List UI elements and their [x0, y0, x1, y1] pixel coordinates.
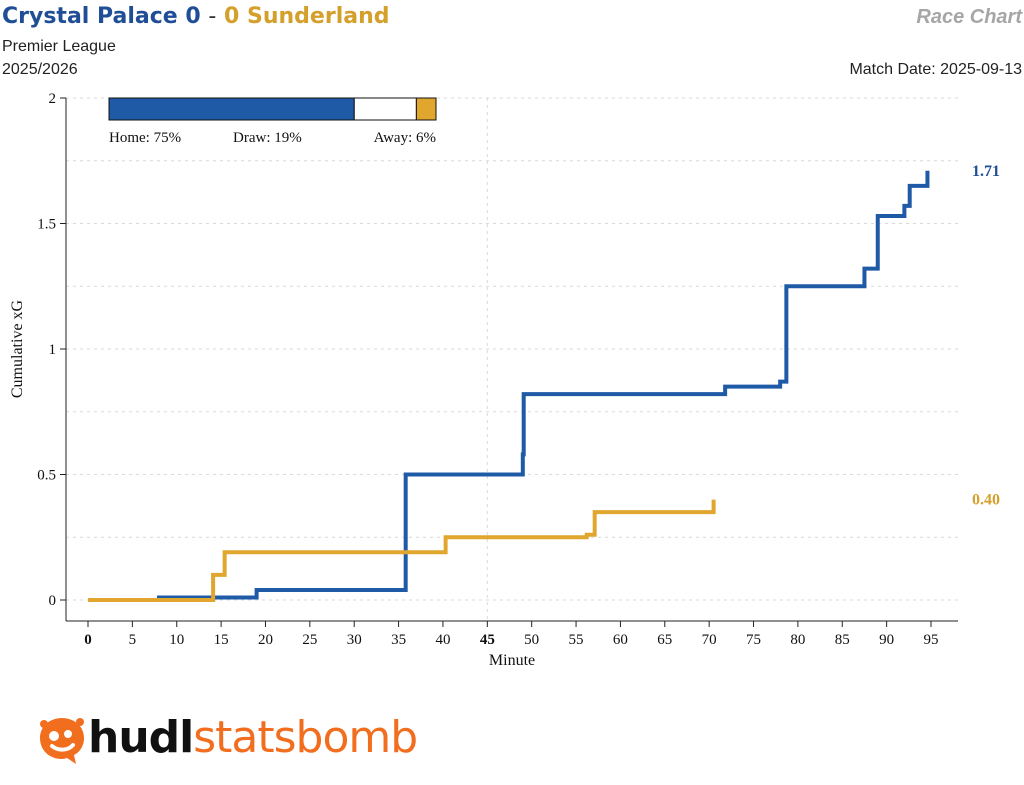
final-xg-label-away: 0.40 — [972, 492, 1000, 509]
home-team-name: Crystal Palace — [2, 4, 178, 29]
x-tick-label: 10 — [169, 632, 184, 648]
x-tick-label: 35 — [391, 632, 406, 648]
series-line-home — [88, 170, 930, 602]
x-tick-label: 95 — [924, 632, 939, 648]
x-axis-label: Minute — [489, 652, 535, 669]
match-title: Crystal Palace 0 - 0 Sunderland — [2, 2, 389, 32]
x-tick-label: 75 — [746, 632, 761, 648]
y-tick-label: 0.5 — [37, 468, 56, 484]
x-tick-label: 55 — [569, 632, 584, 648]
away-team-name: Sunderland — [247, 4, 390, 29]
win-prob-away-segment — [415, 97, 437, 121]
statsbomb-wordmark: hudlstatsbomb — [88, 710, 418, 766]
win-prob-draw-segment — [353, 97, 417, 121]
match-date: Match Date: 2025-09-13 — [849, 61, 1022, 78]
x-tick-label: 40 — [435, 632, 450, 648]
x-tick-label: 25 — [302, 632, 317, 648]
chart-type-label: Race Chart — [916, 6, 1022, 28]
x-tick-label: 90 — [879, 632, 894, 648]
x-tick-label: 30 — [347, 632, 362, 648]
y-axis-label: Cumulative xG — [9, 299, 26, 398]
competition-name: Premier League — [2, 38, 116, 55]
chart-header: Crystal Palace 0 - 0 Sunderland Premier … — [0, 0, 1024, 90]
y-tick-label: 0 — [49, 593, 57, 609]
season-label: 2025/2026 — [2, 61, 78, 78]
x-tick-label: 20 — [258, 632, 273, 648]
x-tick-label: 45 — [480, 632, 495, 648]
x-tick-label: 0 — [84, 632, 92, 648]
race-chart: 00.511.520 5 10 15 20 25 30 35 40 45 50 55 60 65 70 75 8… — [9, 91, 1000, 669]
win-prob-draw-label: Draw: 19% — [233, 130, 302, 146]
logo-word-statsbomb: statsbomb — [193, 712, 418, 763]
y-tick-label: 2 — [49, 91, 57, 107]
win-prob-home-segment — [108, 97, 355, 121]
away-score: 0 — [224, 4, 240, 29]
x-tick-label: 85 — [835, 632, 850, 648]
x-tick-label: 50 — [524, 632, 539, 648]
y-tick-label: 1.5 — [37, 217, 56, 233]
home-score: 0 — [185, 4, 201, 29]
x-tick-label: 65 — [657, 632, 672, 648]
x-tick-label: 60 — [613, 632, 628, 648]
x-tick-label: 5 — [129, 632, 137, 648]
final-xg-label-home: 1.71 — [972, 163, 1000, 180]
score-separator: - — [208, 4, 217, 29]
x-tick-label: 70 — [702, 632, 717, 648]
win-prob-away-label: Away: 6% — [374, 130, 436, 146]
x-tick-label: 80 — [790, 632, 805, 648]
statsbomb-logo: hudlstatsbomb — [34, 708, 418, 768]
statsbomb-logo-icon — [40, 718, 84, 764]
logo-word-hudl: hudl — [88, 712, 194, 763]
series-line-away — [88, 499, 716, 602]
y-tick-label: 1 — [49, 342, 57, 358]
win-prob-home-label: Home: 75% — [109, 130, 181, 146]
x-tick-label: 15 — [214, 632, 229, 648]
